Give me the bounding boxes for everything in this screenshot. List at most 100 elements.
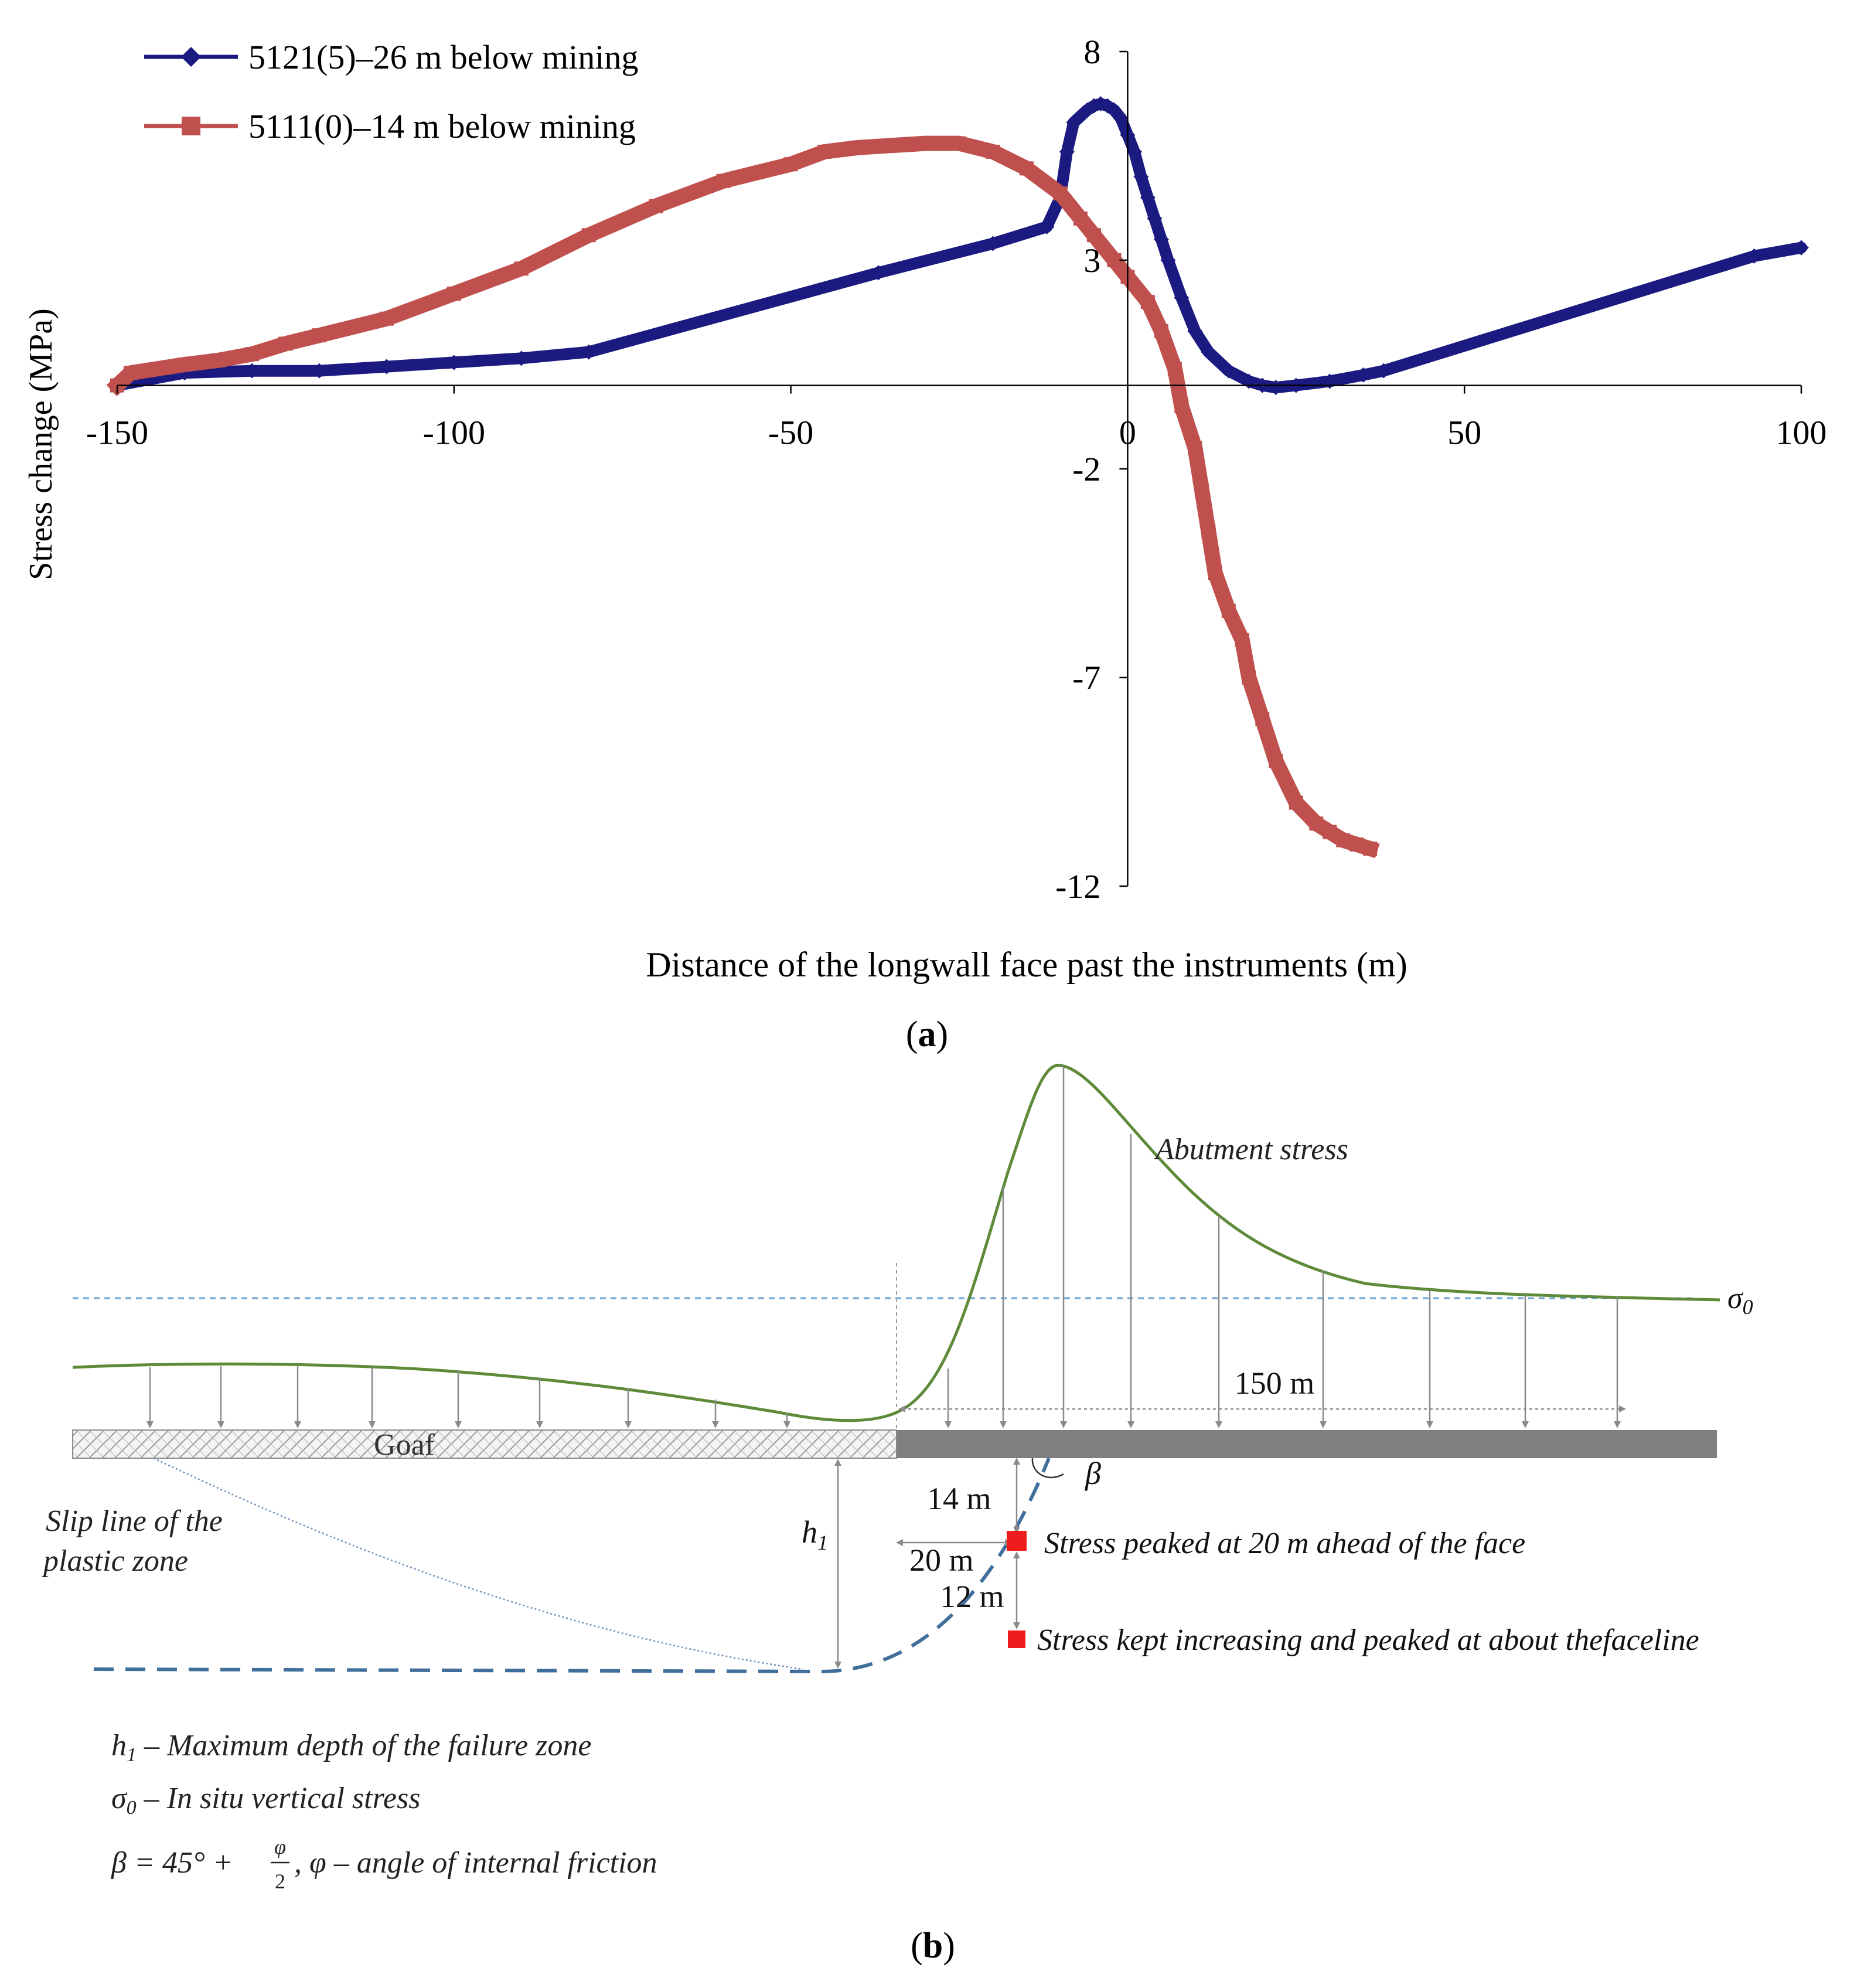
series-1-point [1188,441,1202,455]
legend-label-0: 5121(5)–26 m below mining [248,38,638,76]
stress-arrows [146,1066,1626,1428]
series-1-point [1289,795,1303,810]
series-1-point [1235,632,1249,647]
y-tick-label: -12 [1055,867,1100,906]
series-1-point [1349,837,1364,852]
series-1-point [581,228,596,243]
y-tick-label: 8 [1083,33,1100,71]
series-1-point [716,173,731,188]
legend-label-1: 5111(0)–14 m below mining [248,107,636,145]
beta-arc [1031,1458,1064,1479]
series-0-point [581,344,597,360]
instrument-14m [1007,1531,1027,1551]
x-tick-label: -150 [86,414,148,452]
beta-label: β [1085,1456,1101,1491]
series-1-point [211,353,226,367]
series-0-point [1126,144,1142,159]
series-0-point [1113,110,1129,126]
sigma-symbol: σ [1727,1282,1744,1315]
y-tick-label: -7 [1072,659,1100,697]
panel-a-letter: a [918,1015,936,1054]
dimension-150m: 150 m [1235,1366,1315,1401]
series-0-point [1059,144,1075,159]
series-0-line [117,102,1802,389]
series-1-line [116,142,1371,850]
series-1-point [312,328,326,343]
legend-marker-1 [182,117,200,135]
series-0-point [1201,344,1216,360]
h1-label: h1 [802,1514,828,1554]
dimension-12m: 12 m [940,1579,1004,1614]
series-1-point [1255,712,1270,727]
series-1-point [1201,524,1216,539]
panel-a-caption: (a) [906,1015,948,1054]
series-1-point [1073,211,1088,226]
x-tick-label: -100 [423,414,485,452]
dimension-14m: 14 m [927,1481,991,1516]
series-1-point [851,140,865,155]
abutment-stress-label: Abutment stress [1154,1133,1348,1166]
series-1-band [106,135,1380,859]
series-1-point [918,136,933,151]
series-1-point [986,144,1000,159]
y-tick-label: -2 [1072,450,1100,488]
series-1-point [1107,253,1122,267]
series-1-point [1167,362,1182,376]
series-0-point [1160,253,1176,268]
series-1-point [1363,841,1378,856]
legend-marker-0 [181,47,201,67]
coal-seam-block [897,1430,1717,1458]
series-1-point [1269,754,1283,768]
series-1-point [1194,482,1209,497]
slip-line [153,1457,803,1670]
series-0-point [513,350,529,366]
series-0-point [1147,210,1163,226]
legend-h1: h1 – Maximum depth of the failure zone [111,1729,592,1766]
legend-beta: β = 45° + φ 2 , φ – angle of internal fr… [111,1835,657,1893]
series-1-point [1336,833,1351,847]
series-1-point [1309,816,1324,831]
stress-change-chart: -150 -100 -50 0 50 100 8 3 -2 -7 -12 5121(5)–26 m … [23,33,1827,984]
series-0-point [1268,380,1284,396]
series-1-point [1140,295,1155,309]
abutment-stress-diagram: Goaf 150 m Abutment stre [41,1064,1753,1893]
series-1-point [783,157,798,172]
series-1-point [379,311,394,326]
failure-zone-boundary [93,1457,1051,1674]
chart-legend: 5121(5)–26 m below mining 5111(0)–14 m be… [144,38,638,145]
series-1-point [1323,825,1337,839]
series-0-point [1355,367,1371,383]
series-0-point [446,355,462,370]
panel-b-caption: (b) [911,1926,955,1966]
series-0-point [1174,290,1190,306]
series-0-point [1376,363,1392,379]
x-tick-label: 50 [1447,414,1481,452]
x-axis-label: Distance of the longwall face past the i… [646,945,1407,984]
series-1-point [1053,186,1068,201]
series-0-point [1221,363,1236,379]
series-1-point [447,286,461,301]
series-0-point [1794,240,1809,256]
sigma-subscript: 0 [1743,1295,1753,1319]
series-1-point [885,138,899,153]
series-1-point [1208,566,1222,580]
series-0-point [871,265,887,281]
instrument-26m [1008,1630,1025,1648]
peak-20m-note: Stress peaked at 20 m ahead of the face [1044,1527,1525,1560]
goaf-block [72,1429,897,1459]
series-1-point [278,336,293,351]
y-tick-label: 3 [1083,241,1100,280]
svg-text:, φ – angle of internal fricti: , φ – angle of internal friction [294,1846,657,1880]
series-1-point [1174,399,1189,414]
series-1-point [123,366,138,380]
abutment-stress-curve [72,1064,1720,1422]
series-1-point [1154,324,1168,339]
svg-text:φ: φ [274,1835,286,1858]
legend-sigma0: σ0 – In situ vertical stress [111,1782,420,1819]
series-0-point [244,363,260,379]
series-0-point [379,359,394,375]
x-tick-label: 0 [1119,414,1136,452]
svg-text:2: 2 [275,1870,285,1893]
series-0-point [1039,219,1055,235]
